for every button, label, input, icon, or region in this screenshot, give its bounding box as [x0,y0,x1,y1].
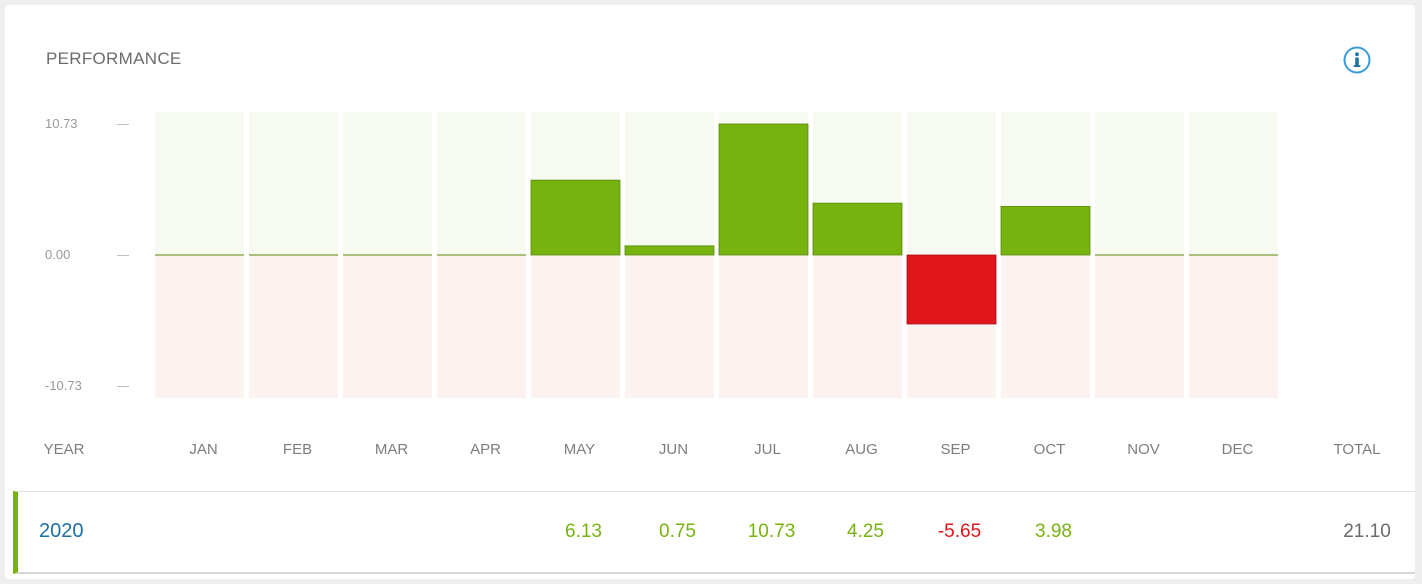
bar-chart: 10.73 0.00 -10.73 [5,5,1415,425]
positive-band [1189,112,1278,255]
bar-jan[interactable] [155,254,244,256]
month-value-jul: 10.73 [747,521,796,542]
y-tick-label: -10.73 [45,378,82,393]
negative-band [531,255,620,398]
x-label-mar: MAR [374,441,409,458]
negative-band [155,255,244,398]
x-label-dec: DEC [1221,441,1254,458]
negative-band [249,255,338,398]
month-value-may: 6.13 [565,521,602,542]
year-total-cell: 21.10 [1343,521,1391,542]
x-label-oct: OCT [1033,441,1066,458]
bar-aug[interactable] [812,202,903,256]
month-value-aug: 4.25 [847,521,884,542]
positive-band [625,112,714,255]
negative-band [1189,255,1278,398]
widget-title: PERFORMANCE [46,49,182,68]
positive-band [907,112,996,255]
y-tick-label: 10.73 [45,116,78,131]
x-label-nov: NOV [1127,441,1160,458]
bar-mar[interactable] [343,254,432,256]
negative-band [343,255,432,398]
bar-oct[interactable] [1000,206,1091,256]
bar-chart-svg [155,112,1278,398]
x-label-feb: FEB [282,441,313,458]
negative-band [1095,255,1184,398]
positive-band [437,112,526,255]
x-label-jan: JAN [189,441,218,458]
y-tick-label: 0.00 [45,247,71,262]
x-label-aug: AUG [845,441,878,458]
year-link[interactable]: 2020 [39,520,84,542]
info-icon[interactable] [1343,46,1371,74]
total-header: TOTAL [1333,441,1381,458]
bar-jul[interactable] [718,123,809,256]
y-tick-mark [117,386,129,387]
year-header: YEAR [43,441,85,458]
bar-apr[interactable] [437,254,526,256]
bar-jun[interactable] [624,245,715,256]
x-label-apr: APR [470,441,501,458]
negative-band [437,255,526,398]
x-label-sep: SEP [940,441,971,458]
bar-dec[interactable] [1189,254,1278,256]
negative-band [1001,255,1090,398]
positive-band [249,112,338,255]
column-header-row: YEAR TOTAL JAN FEB MAR APR MAY JUN JUL AUG SEP OC… [5,441,1415,465]
negative-band [625,255,714,398]
month-value-jun: 0.75 [659,521,696,542]
y-tick-mark [117,124,129,125]
month-value-oct: 3.98 [1035,521,1072,542]
x-label-jul: JUL [754,441,781,458]
month-value-sep: -5.65 [937,521,982,542]
bar-feb[interactable] [249,254,338,256]
bar-may[interactable] [530,179,621,256]
negative-band [813,255,902,398]
performance-card: PERFORMANCE 10.73 0.00 -10.73 YEAR TOTAL J… [5,5,1415,579]
negative-band [719,255,808,398]
year-row-2020: 2020 21.10 6.13 0.75 10.73 4.25 -5.65 3.98 [13,491,1415,574]
positive-band [155,112,244,255]
positive-band [343,112,432,255]
bar-nov[interactable] [1095,254,1184,256]
bar-sep[interactable] [906,254,997,325]
x-label-may: MAY [563,441,596,458]
y-tick-mark [117,255,129,256]
x-label-jun: JUN [658,441,689,458]
positive-band [1095,112,1184,255]
